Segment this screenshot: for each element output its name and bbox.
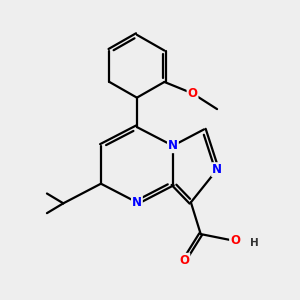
Text: O: O (188, 87, 197, 100)
Text: N: N (168, 139, 178, 152)
Text: O: O (179, 254, 189, 267)
Text: N: N (212, 163, 222, 176)
Text: O: O (230, 234, 240, 247)
Text: N: N (132, 196, 142, 209)
Text: H: H (250, 238, 259, 248)
